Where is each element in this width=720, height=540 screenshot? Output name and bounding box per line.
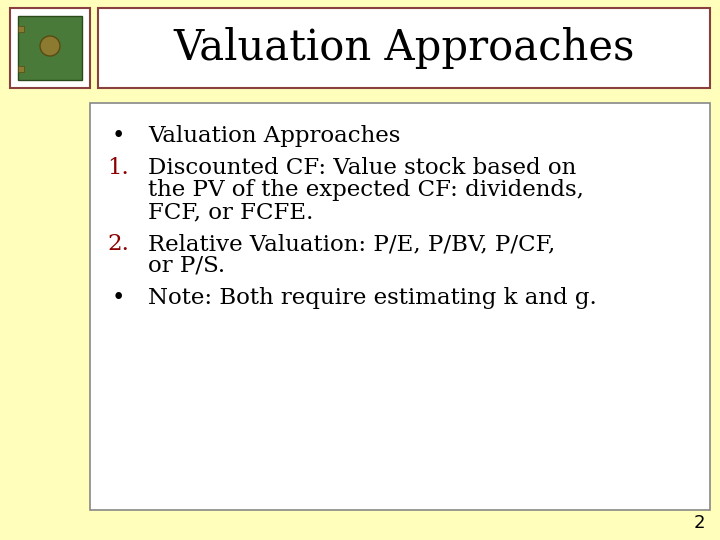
Text: Valuation Approaches: Valuation Approaches — [174, 27, 635, 69]
Bar — [18, 26, 24, 32]
Bar — [10, 8, 90, 88]
Bar — [90, 103, 710, 510]
Text: •: • — [112, 125, 125, 147]
Bar — [98, 8, 710, 88]
Text: 1.: 1. — [107, 157, 129, 179]
Text: 2: 2 — [693, 514, 705, 532]
Bar — [18, 16, 82, 80]
Text: Note: Both require estimating k and g.: Note: Both require estimating k and g. — [148, 287, 597, 309]
Text: the PV of the expected CF: dividends,: the PV of the expected CF: dividends, — [148, 179, 584, 201]
Text: FCF, or FCFE.: FCF, or FCFE. — [148, 201, 313, 223]
Text: Valuation Approaches: Valuation Approaches — [148, 125, 400, 147]
Bar — [18, 66, 24, 72]
Text: or P/S.: or P/S. — [148, 255, 225, 277]
Text: Relative Valuation: P/E, P/BV, P/CF,: Relative Valuation: P/E, P/BV, P/CF, — [148, 233, 555, 255]
Text: Discounted CF: Value stock based on: Discounted CF: Value stock based on — [148, 157, 576, 179]
Text: •: • — [112, 287, 125, 309]
Circle shape — [40, 36, 60, 56]
Text: 2.: 2. — [107, 233, 129, 255]
